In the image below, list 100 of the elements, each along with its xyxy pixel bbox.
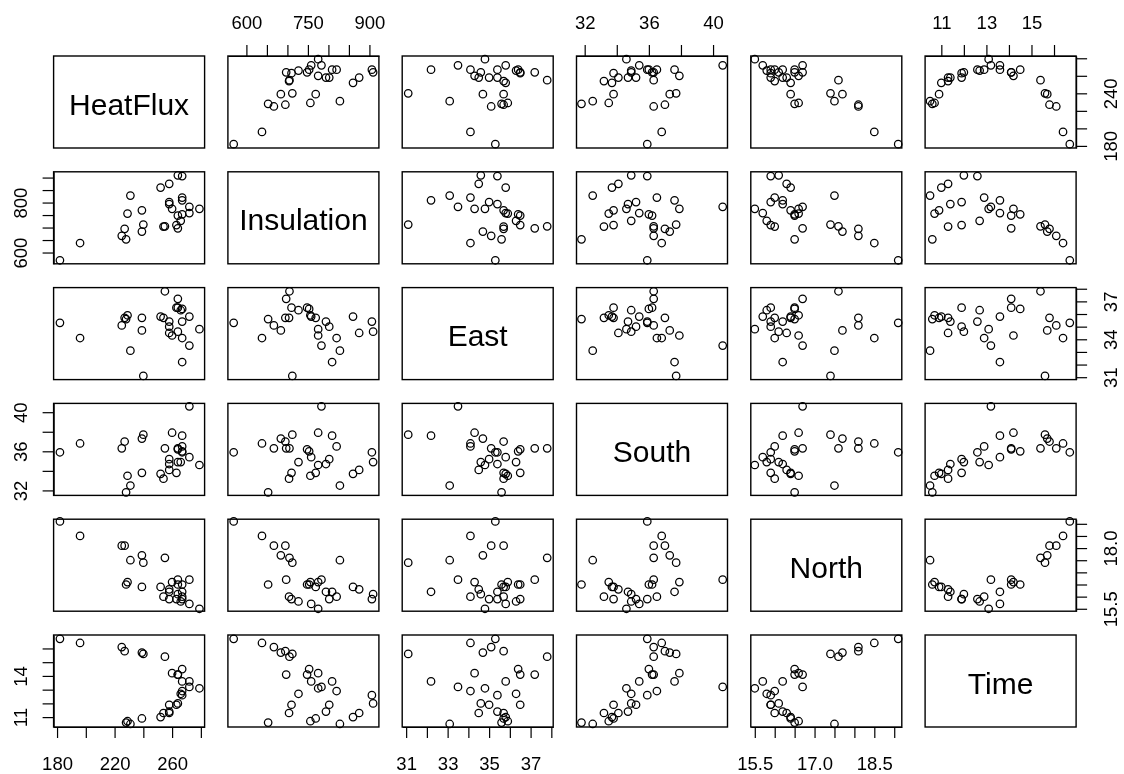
point	[830, 481, 839, 490]
point	[354, 328, 364, 338]
point	[609, 68, 618, 78]
point	[484, 73, 494, 82]
text: South	[612, 435, 692, 468]
point	[626, 305, 636, 315]
point	[493, 73, 502, 82]
point	[766, 447, 776, 457]
x-tick-label: 33	[437, 753, 459, 774]
point	[126, 346, 135, 356]
point	[321, 459, 331, 469]
point	[665, 89, 675, 99]
point	[184, 682, 194, 692]
point	[577, 314, 586, 324]
point	[649, 553, 659, 563]
point	[622, 683, 631, 693]
point	[173, 327, 183, 337]
point	[501, 599, 511, 609]
point	[790, 670, 799, 679]
point	[513, 664, 523, 674]
point	[321, 587, 331, 597]
point	[287, 68, 296, 78]
point	[294, 305, 303, 315]
point	[348, 712, 358, 722]
point	[332, 686, 341, 696]
point	[137, 326, 147, 335]
point	[770, 474, 780, 484]
x-tick-label: 900	[354, 12, 386, 33]
point	[995, 208, 1005, 218]
point	[173, 294, 183, 304]
point	[138, 430, 148, 440]
point	[354, 465, 364, 475]
point	[1036, 221, 1045, 231]
point	[478, 227, 488, 236]
point	[117, 444, 127, 453]
point	[173, 575, 183, 585]
point	[782, 73, 792, 82]
point	[515, 670, 525, 679]
point	[975, 305, 985, 315]
point	[257, 531, 267, 541]
point	[493, 171, 502, 181]
x-tick-label: 36	[639, 12, 660, 33]
point	[474, 708, 484, 718]
point	[995, 60, 1005, 70]
point	[623, 317, 633, 326]
point	[1015, 304, 1025, 314]
point	[368, 457, 378, 467]
point	[790, 314, 799, 324]
point	[530, 67, 540, 77]
point	[834, 652, 843, 662]
point	[466, 592, 475, 601]
point	[794, 668, 803, 678]
point	[770, 333, 780, 343]
point	[156, 712, 165, 722]
point	[75, 531, 85, 541]
point	[493, 690, 502, 700]
point	[306, 716, 315, 726]
point	[665, 227, 675, 236]
point	[499, 592, 508, 601]
point	[426, 587, 436, 597]
point	[176, 216, 186, 226]
point	[324, 322, 334, 332]
point	[466, 531, 475, 541]
point	[925, 481, 935, 490]
point	[652, 193, 662, 202]
point	[936, 183, 946, 192]
point	[403, 88, 413, 98]
point	[774, 327, 784, 337]
point	[313, 577, 323, 587]
point	[332, 333, 341, 343]
point	[476, 589, 486, 599]
point	[499, 76, 508, 86]
point	[609, 220, 618, 230]
point	[794, 471, 803, 481]
point	[770, 65, 780, 75]
point	[644, 664, 654, 674]
point	[599, 76, 609, 86]
point	[762, 216, 772, 226]
point	[159, 592, 168, 601]
point	[138, 220, 148, 229]
point	[263, 580, 273, 589]
point	[957, 468, 966, 478]
point	[184, 401, 194, 411]
point	[368, 699, 378, 708]
point	[75, 333, 85, 343]
point	[476, 67, 486, 77]
point	[160, 652, 170, 662]
point	[649, 231, 659, 241]
point	[826, 649, 835, 659]
text: Time	[967, 666, 1034, 700]
point	[445, 555, 455, 565]
point	[195, 324, 204, 334]
point	[164, 700, 174, 710]
point	[649, 321, 659, 330]
point	[1065, 517, 1075, 526]
point	[854, 646, 863, 656]
point	[542, 652, 552, 662]
point	[766, 322, 776, 332]
point	[530, 444, 540, 453]
point	[138, 558, 148, 568]
